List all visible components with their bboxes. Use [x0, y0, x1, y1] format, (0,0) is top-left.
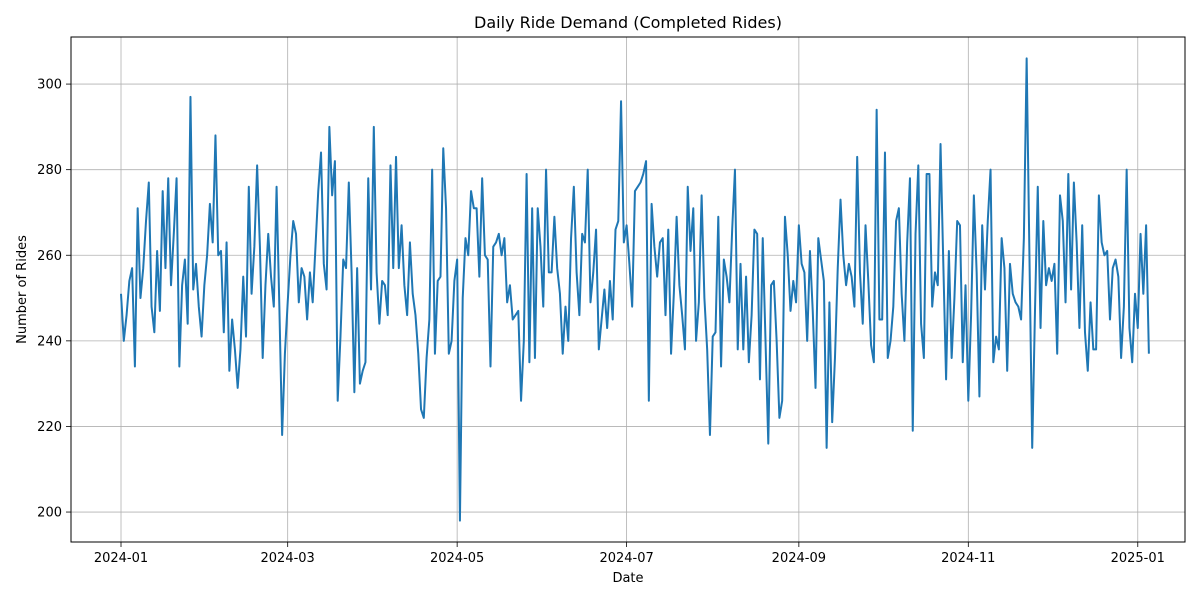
x-tick-label: 2024-07 — [599, 551, 653, 566]
series-layer — [120, 57, 1150, 522]
y-axis: 200 220 240 260 280 300 — [37, 78, 71, 521]
y-tick-label: 280 — [37, 163, 62, 178]
y-tick-label: 240 — [37, 334, 62, 349]
chart-title: Daily Ride Demand (Completed Rides) — [474, 13, 782, 32]
x-tick-label: 2024-11 — [941, 551, 995, 566]
x-tick-label: 2024-03 — [261, 551, 315, 566]
y-axis-label: Number of Rides — [15, 235, 30, 344]
x-tick-label: 2024-09 — [772, 551, 826, 566]
y-tick-label: 220 — [37, 420, 62, 435]
x-tick-label: 2024-05 — [430, 551, 484, 566]
plot-frame — [70, 36, 1186, 543]
x-axis: 2024-01 2024-03 2024-05 2024-07 2024-09 2024-… — [94, 542, 1165, 566]
y-tick-label: 300 — [37, 78, 62, 93]
x-tick-label: 2024-01 — [94, 551, 148, 566]
x-tick-label: 2025-01 — [1111, 551, 1165, 566]
x-axis-label: Date — [612, 571, 643, 586]
y-tick-label: 260 — [37, 249, 62, 264]
series-line — [120, 57, 1150, 522]
y-tick-label: 200 — [37, 506, 62, 521]
grid — [71, 37, 1185, 542]
